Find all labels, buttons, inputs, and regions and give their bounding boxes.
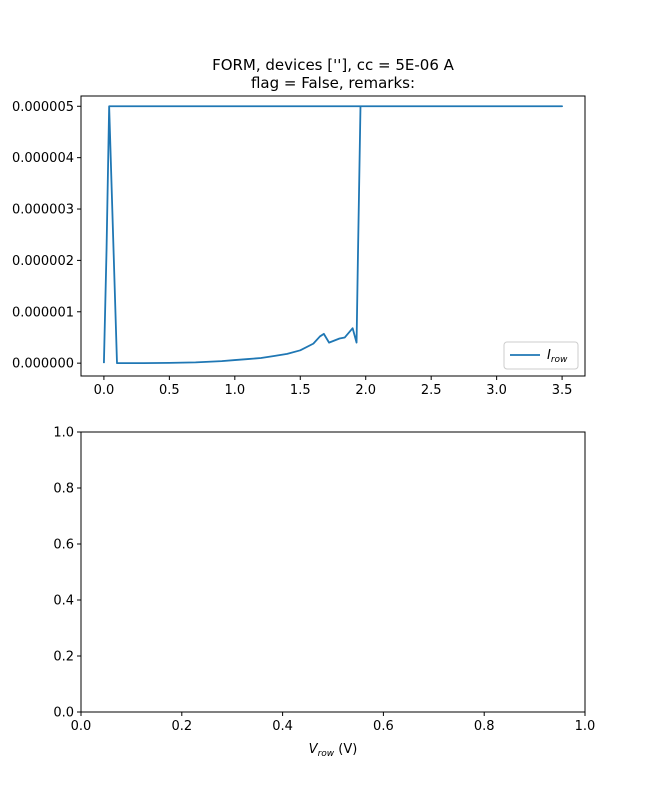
x-tick-label: 2.0: [355, 383, 376, 398]
chart-title-line-2: flag = False, remarks:: [251, 74, 415, 92]
x-tick-label: 0.5: [159, 383, 180, 398]
chart-title-line-1: FORM, devices [''], cc = 5E-06 A: [212, 56, 455, 74]
y-tick-label: 0.0: [53, 706, 74, 721]
x-tick-label: 0.6: [373, 719, 394, 734]
y-tick-label: 0.2: [53, 650, 74, 665]
x-tick-label: 2.5: [421, 383, 442, 398]
bottom-chart-frame: [80, 431, 586, 713]
y-tick-label: 0.000004: [12, 151, 74, 166]
x-tick-label: 1.0: [224, 383, 245, 398]
y-tick-label: 0.000001: [12, 305, 74, 320]
y-tick-label: 0.8: [53, 482, 74, 497]
top-chart: FORM, devices [''], cc = 5E-06 A flag = …: [12, 56, 586, 398]
y-tick-label: 0.000005: [12, 100, 74, 115]
x-tick-label: 1.5: [290, 383, 311, 398]
top-chart-frame: [80, 95, 586, 377]
x-tick-label: 3.5: [552, 383, 573, 398]
y-tick-label: 0.6: [53, 538, 74, 553]
legend: Irow: [503, 341, 579, 370]
x-tick-label: 0.0: [71, 719, 92, 734]
y-tick-label: 0.000003: [12, 203, 74, 218]
x-tick-label: 3.0: [486, 383, 507, 398]
x-axis-label: Vrow (V): [309, 742, 358, 759]
y-tick-label: 0.000002: [12, 254, 74, 269]
x-tick-label: 0.0: [94, 383, 115, 398]
y-tick-label: 1.0: [53, 426, 74, 441]
series-line-i-row: [103, 105, 563, 365]
legend-label-sub: row: [551, 355, 568, 365]
x-axis-label-main: V: [309, 742, 319, 757]
y-tick-label: 0.000000: [12, 357, 74, 372]
x-axis-label-sub: row: [318, 749, 335, 759]
legend-box: [503, 341, 579, 370]
legend-entry: Irow: [547, 348, 568, 365]
x-tick-label: 0.4: [272, 719, 293, 734]
y-tick-label: 0.4: [53, 594, 74, 609]
x-axis-label-unit: (V): [334, 742, 357, 757]
legend-label-main: I: [547, 348, 551, 363]
x-tick-label: 0.8: [474, 719, 495, 734]
x-tick-label: 0.2: [171, 719, 192, 734]
x-tick-label: 1.0: [575, 719, 596, 734]
bottom-chart: 0.0 0.2 0.4 0.6 0.8 1.0 0.0 0.2 0.4 0.6 0.8 1.0 Vr…: [53, 426, 595, 760]
